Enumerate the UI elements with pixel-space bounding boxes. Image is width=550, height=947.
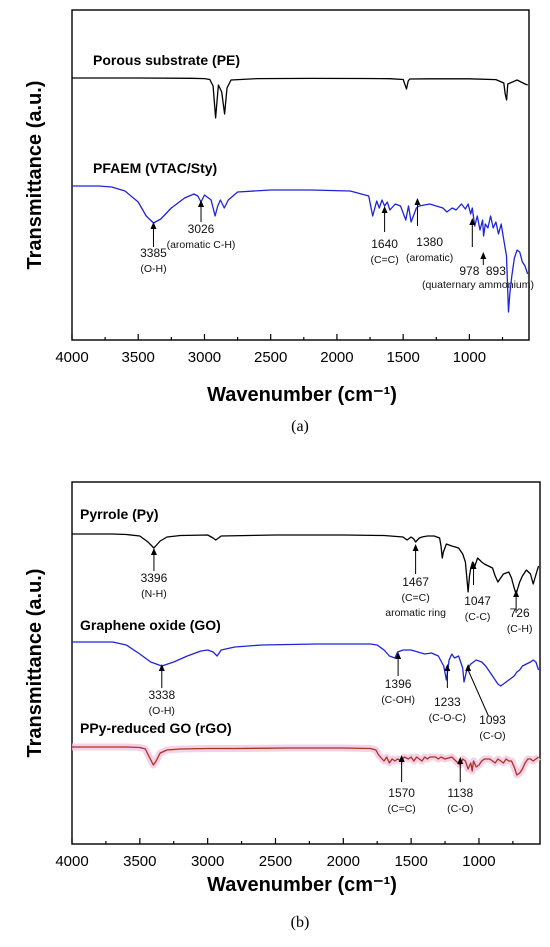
annotation-note: (C-C) bbox=[465, 611, 491, 623]
annotation-arrowhead bbox=[469, 218, 476, 225]
annotation-note: (N-H) bbox=[141, 588, 167, 600]
annotation-value: 1640 bbox=[371, 237, 398, 251]
annotation-value: 3396 bbox=[141, 571, 168, 585]
panel-b-frame bbox=[71, 481, 541, 845]
annotation-value: 1396 bbox=[385, 677, 412, 691]
x-tick-label: 3500 bbox=[122, 349, 155, 366]
annotation-note: (quaternary ammonium) bbox=[422, 279, 534, 291]
series-label-pe: Porous substrate (PE) bbox=[93, 52, 240, 68]
annotation-note: (C=C) bbox=[370, 254, 398, 266]
annotation-note: (O-H) bbox=[140, 263, 166, 275]
series-label-py: Pyrrole (Py) bbox=[80, 506, 159, 522]
panel-a-annotations: 3385 (O-H) 3026 (aromatic C-H) 1640 (C=C) 1380… bbox=[140, 198, 534, 291]
series-line bbox=[72, 533, 540, 595]
x-tick-label: 3000 bbox=[191, 853, 224, 870]
series-rgo-shade bbox=[72, 743, 541, 779]
annotation-arrowhead bbox=[395, 652, 402, 659]
x-tick-label: 1500 bbox=[394, 853, 427, 870]
annotation-arrow bbox=[467, 669, 489, 717]
x-tick-label: 2500 bbox=[259, 853, 292, 870]
series-label-rgo: PPy-reduced GO (rGO) bbox=[80, 720, 232, 736]
x-tick-label: 3500 bbox=[123, 853, 156, 870]
panel-b: 4000 3500 3000 2500 2000 1500 1000 3396 (N-H) 14… bbox=[24, 481, 541, 931]
panel-b-label: (b) bbox=[291, 914, 310, 931]
series-label-go: Graphene oxide (GO) bbox=[80, 617, 221, 633]
x-tick-label: 1000 bbox=[462, 853, 495, 870]
panel-b-series bbox=[72, 533, 541, 779]
annotation-value: 893 bbox=[486, 264, 506, 278]
x-tick-label: 1500 bbox=[386, 349, 419, 366]
annotation-arrowhead bbox=[465, 664, 472, 671]
panel-b-x-ticks: 4000 3500 3000 2500 2000 1500 1000 bbox=[55, 838, 514, 870]
annotation-note: (C-O) bbox=[479, 730, 505, 742]
annotation-value: 3385 bbox=[140, 246, 167, 260]
annotation-arrowhead bbox=[470, 562, 477, 569]
annotation-arrowhead bbox=[444, 664, 451, 671]
panel-a-frame bbox=[71, 9, 530, 341]
annotation-arrowhead bbox=[150, 222, 157, 229]
annotation-value: 1233 bbox=[434, 695, 461, 709]
annotation-arrowhead bbox=[412, 544, 419, 551]
annotation-note: (C=C) bbox=[401, 592, 429, 604]
annotation-arrowhead bbox=[381, 206, 388, 213]
annotation-note: (C-H) bbox=[507, 623, 533, 635]
x-tick-label: 4000 bbox=[55, 349, 88, 366]
annotation-arrowhead bbox=[480, 252, 487, 259]
panel-a: 4000 3500 3000 2500 2000 1500 1000 3385 (O-H) 30… bbox=[24, 9, 534, 435]
x-tick-label: 2000 bbox=[320, 349, 353, 366]
x-tick-label: 3000 bbox=[188, 349, 221, 366]
annotation-value: 978 bbox=[459, 264, 479, 278]
annotation-value: 1380 bbox=[416, 235, 443, 249]
annotation-value: 726 bbox=[510, 606, 530, 620]
panel-b-annotations: 3396 (N-H) 1467 (C=C) aromatic ring 1047 (C-C)… bbox=[141, 544, 533, 815]
annotation-value: 1047 bbox=[464, 594, 491, 608]
annotation-note: aromatic ring bbox=[385, 607, 446, 619]
annotation-note: (aromatic C-H) bbox=[167, 239, 236, 251]
annotation-arrowhead bbox=[513, 590, 520, 597]
x-tick-label: 1000 bbox=[453, 349, 486, 366]
annotation-value: 1138 bbox=[447, 786, 473, 800]
annotation-value: 1467 bbox=[402, 575, 429, 589]
x-tick-label: 2000 bbox=[327, 853, 360, 870]
panel-a-x-ticks: 4000 3500 3000 2500 2000 1500 1000 bbox=[55, 334, 504, 366]
annotation-note: (O-H) bbox=[149, 705, 175, 717]
panel-a-label: (a) bbox=[291, 418, 309, 435]
annotation-note: (C-OH) bbox=[381, 694, 415, 706]
annotation-arrowhead bbox=[150, 548, 157, 555]
series-line bbox=[72, 185, 529, 313]
series-line bbox=[72, 746, 539, 776]
annotation-arrowhead bbox=[457, 757, 464, 764]
annotation-arrowhead bbox=[158, 664, 165, 671]
annotation-arrowhead bbox=[414, 198, 421, 205]
annotation-note: (C-O) bbox=[447, 803, 473, 815]
annotation-value: 1570 bbox=[388, 786, 415, 800]
series-label-pfaem: PFAEM (VTAC/Sty) bbox=[93, 160, 217, 176]
panel-a-x-axis-title: Wavenumber (cm⁻¹) bbox=[207, 384, 397, 406]
annotation-value: 3338 bbox=[148, 688, 175, 702]
x-tick-label: 4000 bbox=[55, 853, 88, 870]
annotation-value: 1093 bbox=[479, 713, 506, 727]
annotation-arrowhead bbox=[198, 200, 205, 207]
annotation-value: 3026 bbox=[188, 222, 215, 236]
series-line bbox=[72, 77, 528, 119]
annotation-note: (C=C) bbox=[387, 803, 415, 815]
annotation-arrowhead bbox=[398, 755, 405, 762]
series-line bbox=[72, 641, 540, 687]
panel-a-y-axis-title: Transmittance (a.u.) bbox=[24, 81, 46, 270]
annotation-note: (aromatic) bbox=[406, 252, 453, 264]
panel-b-y-axis-title: Transmittance (a.u.) bbox=[24, 569, 46, 758]
x-tick-label: 2500 bbox=[254, 349, 287, 366]
panel-b-x-axis-title: Wavenumber (cm⁻¹) bbox=[207, 874, 397, 896]
annotation-note: (C-O-C) bbox=[429, 712, 466, 724]
panel-a-series bbox=[72, 77, 529, 313]
